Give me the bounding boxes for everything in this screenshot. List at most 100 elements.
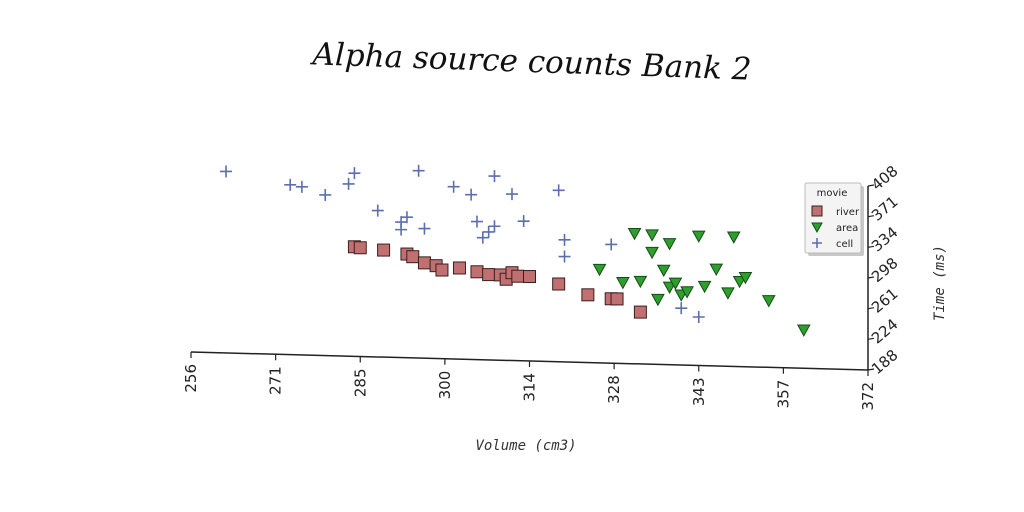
point-cell [482, 225, 495, 238]
x-tick-label: 343 [690, 378, 708, 407]
point-cell [371, 204, 384, 217]
point-cell [476, 231, 489, 244]
x-tick-label: 372 [859, 382, 877, 411]
y-tick-label: 188 [868, 346, 902, 378]
x-tick-label: 271 [267, 366, 285, 395]
point-river [523, 270, 536, 284]
point-area [627, 228, 642, 241]
point-area [668, 277, 683, 290]
y-tick-label: 261 [868, 285, 902, 317]
point-river [470, 265, 484, 279]
point-river [511, 269, 525, 283]
x-tick-label: 256 [182, 364, 200, 393]
point-area [662, 238, 677, 251]
point-river [581, 288, 595, 302]
point-cell [470, 215, 483, 228]
series-area [592, 228, 811, 337]
y-axis-label: Time (ms) [932, 245, 948, 321]
legend-title: movie [817, 188, 848, 199]
point-area [645, 229, 659, 242]
point-cell [558, 250, 571, 263]
point-cell [517, 215, 530, 228]
x-tick-label: 357 [774, 380, 792, 409]
point-area [656, 264, 671, 278]
point-river [353, 241, 367, 255]
series-river [347, 240, 647, 319]
point-cell [675, 302, 688, 315]
point-cell [342, 177, 355, 190]
point-area [738, 271, 753, 285]
legend-marker-cell [812, 238, 822, 248]
x-tick-label: 300 [436, 371, 454, 400]
point-area [721, 287, 735, 300]
point-area [709, 263, 724, 276]
point-river [482, 268, 496, 282]
point-cell [400, 211, 413, 224]
y-tick-label: 224 [868, 315, 902, 347]
legend-marker-river [811, 205, 823, 217]
point-river [377, 243, 391, 257]
point-cell [465, 188, 478, 201]
legend: movie river area cell [804, 182, 864, 256]
point-area [592, 263, 607, 277]
x-tick-label: 328 [605, 375, 623, 404]
point-river [406, 250, 420, 264]
legend-marker-area [811, 222, 823, 234]
point-cell [505, 188, 518, 201]
point-river [610, 292, 624, 306]
point-cell [319, 188, 332, 201]
point-cell [605, 238, 618, 251]
point-area [680, 286, 694, 299]
point-cell [558, 233, 571, 246]
y-tick-mark [867, 245, 875, 248]
series-cell [220, 164, 705, 323]
point-cell [418, 222, 431, 235]
point-river [452, 261, 466, 275]
point-river [417, 256, 431, 270]
y-tick-label: 334 [868, 223, 902, 255]
point-area [761, 295, 776, 308]
point-cell [284, 178, 297, 191]
point-river [633, 305, 647, 319]
x-tick-label: 314 [521, 373, 539, 402]
point-cell [220, 165, 233, 178]
y-tick-label: 408 [868, 162, 902, 194]
point-area [651, 293, 665, 307]
point-cell [447, 180, 460, 193]
legend-box [804, 182, 862, 254]
y-tick-mark [867, 215, 875, 218]
point-area [732, 275, 747, 289]
point-cell [348, 167, 361, 180]
point-river [435, 263, 449, 277]
point-area [633, 275, 648, 289]
plot-points [220, 164, 811, 337]
y-tick-mark [867, 276, 875, 279]
point-cell [488, 170, 501, 183]
point-area [645, 246, 659, 260]
point-cell [488, 220, 501, 233]
x-axis-label: Volume (cm3) [475, 438, 576, 454]
point-area [662, 281, 677, 294]
point-area [616, 277, 630, 290]
legend-items: river area cell [811, 205, 860, 250]
y-tick-mark [867, 307, 875, 310]
point-cell [692, 310, 705, 323]
point-area [697, 280, 712, 294]
y-tick-mark [867, 337, 875, 340]
point-area [796, 324, 811, 337]
point-cell [395, 223, 408, 236]
legend-label-river: river [836, 207, 860, 218]
chart-title: Alpha source counts Bank 2 [309, 36, 752, 87]
legend-label-area: area [836, 223, 858, 234]
point-river [552, 277, 566, 291]
y-tick-label: 371 [868, 193, 902, 225]
y-tick-label: 298 [868, 254, 902, 286]
legend-label-cell: cell [836, 239, 853, 250]
point-cell [412, 164, 425, 177]
x-tick-label: 285 [351, 369, 369, 398]
point-area [691, 230, 706, 243]
point-cell [552, 184, 565, 197]
y-tick-mark [867, 368, 875, 371]
